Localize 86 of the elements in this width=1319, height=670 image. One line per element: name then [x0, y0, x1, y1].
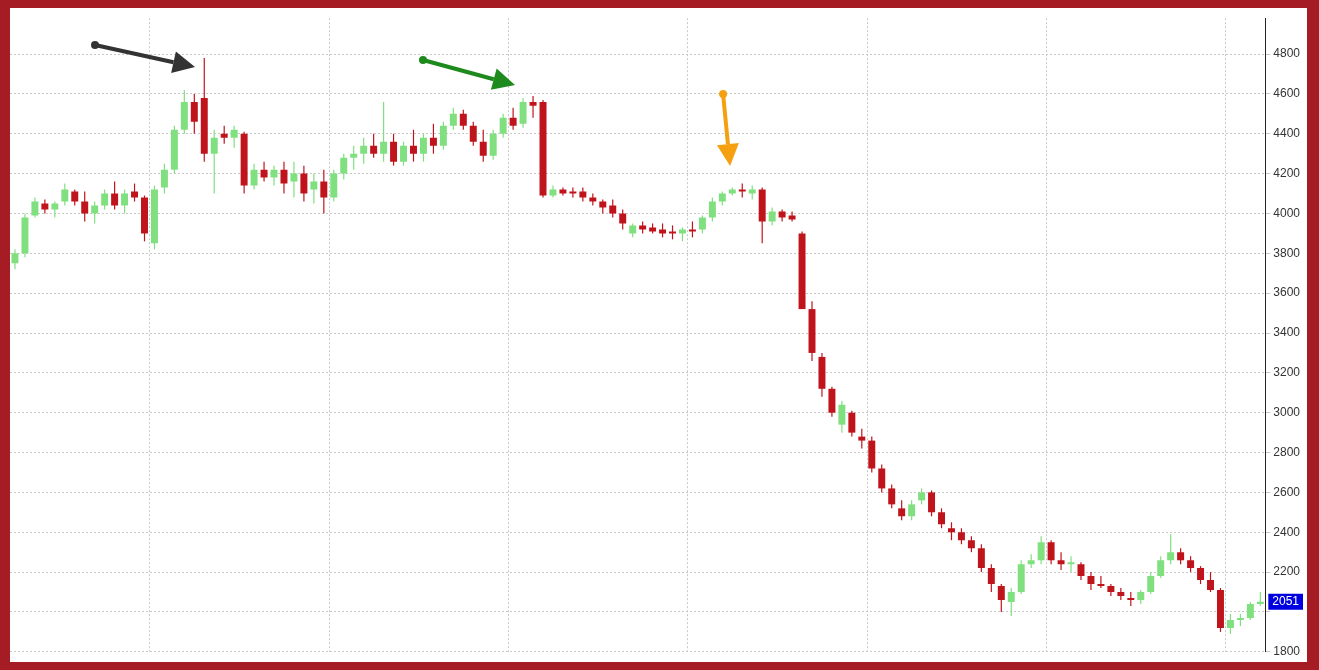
y-tick-label: 2600: [1273, 484, 1301, 499]
candlestick: [1087, 571, 1095, 591]
candlestick: [160, 163, 168, 195]
candlestick: [848, 410, 856, 438]
candlestick: [290, 161, 298, 199]
y-tick-label: 3400: [1273, 325, 1301, 340]
text: 2051: [1272, 594, 1300, 609]
candlestick: [499, 113, 507, 139]
candlestick: [81, 190, 89, 223]
candlestick: [858, 428, 866, 450]
candlestick: [1037, 535, 1045, 565]
candlestick: [1067, 555, 1075, 573]
candlestick: [300, 165, 308, 203]
candlestick: [928, 489, 936, 517]
candlestick: [519, 97, 527, 129]
candlestick: [330, 169, 338, 203]
candlestick: [708, 196, 716, 223]
candlestick: [260, 161, 268, 183]
candlestick: [1226, 613, 1234, 635]
candlestick: [91, 200, 99, 225]
candlestick: [898, 499, 906, 521]
candlestick: [449, 107, 457, 131]
candlestick: [111, 180, 119, 211]
y-tick-label: 3000: [1273, 405, 1301, 420]
candlestick: [579, 186, 587, 203]
y-tick-label: 4800: [1273, 46, 1301, 61]
candlestick: [419, 133, 427, 163]
candlestick: [61, 182, 69, 207]
candlestick: [509, 107, 517, 131]
candlestick: [489, 129, 497, 161]
candlestick: [310, 173, 318, 205]
y-tick-label: 2200: [1273, 564, 1301, 579]
candlestick: [459, 109, 467, 131]
y-tick-label: 3600: [1273, 285, 1301, 300]
y-tick-label: 3200: [1273, 365, 1301, 380]
candlestick: [479, 129, 487, 163]
candlestick: [469, 121, 477, 147]
candlestick: [878, 463, 886, 493]
candlestick: [1047, 539, 1055, 565]
candlestick: [1007, 587, 1015, 617]
candlestick: [280, 161, 288, 195]
candlestick: [190, 93, 198, 135]
candlestick: [439, 121, 447, 151]
candlestick: [1147, 571, 1155, 595]
candlestick: [1157, 555, 1165, 579]
candlestick: [997, 583, 1005, 613]
y-tick-label: 4000: [1273, 205, 1301, 220]
candlestick: [320, 169, 328, 215]
candlestick: [908, 499, 916, 521]
candlestick: [429, 123, 437, 155]
candlestick: [370, 133, 378, 159]
candlestick: [350, 145, 358, 171]
candlestick: [230, 125, 238, 149]
candlestick: [410, 129, 417, 163]
candlestick: [1167, 533, 1175, 565]
candlestick: [838, 400, 846, 434]
candlestick: [888, 483, 896, 509]
candlestick: [828, 386, 836, 418]
candlestick: [101, 188, 109, 211]
candlestick: [250, 163, 258, 191]
candlestick: [987, 563, 995, 593]
candlestick: [210, 129, 218, 195]
candlestick: [529, 95, 537, 119]
candlestick: [1097, 575, 1105, 589]
candlestick: [619, 208, 627, 230]
candlestick: [121, 188, 129, 215]
candlestick: [360, 137, 368, 165]
candlestick: [1207, 571, 1214, 593]
y-tick-label: 3800: [1273, 245, 1301, 260]
y-tick-label: 4400: [1273, 126, 1301, 141]
y-tick-label: 1800: [1273, 644, 1301, 659]
candlestick: [1057, 551, 1065, 571]
candlestick: [11, 248, 19, 270]
y-tick-label: 4200: [1273, 165, 1301, 180]
candlestick: [569, 186, 577, 199]
candlestick: [977, 543, 985, 573]
candlestick: [400, 141, 408, 167]
y-tick-label: 4600: [1273, 86, 1301, 101]
y-tick-label: 2800: [1273, 444, 1301, 459]
candlestick: [938, 507, 945, 529]
y-tick-label: 2400: [1273, 524, 1301, 539]
candlestick: [788, 210, 796, 223]
candlestick: [340, 153, 348, 181]
candlestick: [390, 133, 398, 167]
candlestick: [380, 101, 388, 163]
candlestick: [31, 196, 39, 219]
